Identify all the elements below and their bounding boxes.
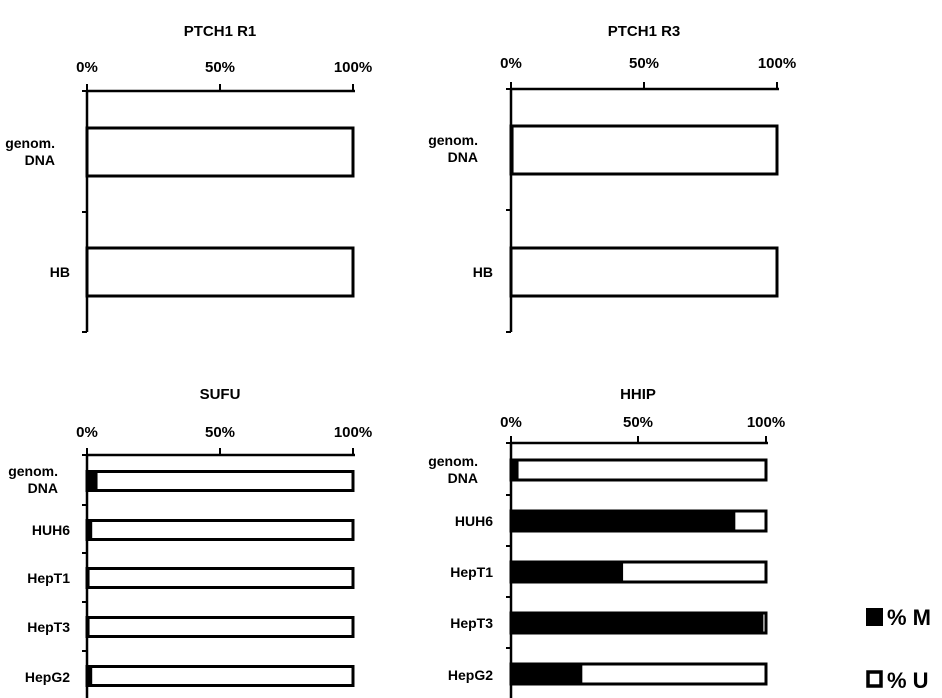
bar-segment-unmethylated [92,520,353,540]
panel-title: PTCH1 R1 [184,23,257,40]
bar-group [509,458,768,686]
x-tick-label: 100% [334,424,372,441]
bar-segment-unmethylated [92,666,353,686]
bar-group [509,124,779,298]
bar-segment-methylated [511,511,736,531]
bar-segment-unmethylated [511,248,777,296]
bar-segment-unmethylated [87,128,353,176]
axis [82,84,355,333]
x-tick-label: 0% [76,59,98,76]
bar-segment-methylated [87,666,93,686]
category-label: HepT3 [450,615,493,631]
bar-segment-methylated [87,471,98,491]
bar-segment-methylated [511,460,519,480]
x-tick-label: 0% [500,414,522,431]
panel-ptch1-r3: PTCH1 R3 0% 50% 100% genom. DNA HB [428,23,796,333]
category-label: HUH6 [32,522,70,538]
bar-segment-unmethylated [735,511,766,531]
bar-segment-unmethylated [89,617,353,637]
category-label: HepT1 [450,564,493,580]
panel-sufu: SUFU 0% 50% 100% genom. DNA HUH6 HepT1 He… [8,386,372,698]
bar-segment-unmethylated [513,126,777,174]
x-tick-label: 100% [747,414,785,431]
category-label: HB [473,264,493,280]
bar-segment-unmethylated [518,460,766,480]
panel-title: PTCH1 R3 [608,23,681,40]
x-tick-label: 0% [500,55,522,72]
bar-segment-methylated [511,613,764,633]
panel-ptch1-r1: PTCH1 R1 0% 50% 100% genom. DNA HB [5,23,372,333]
bar-segment-methylated [511,562,624,582]
category-label: genom. DNA [8,463,58,496]
category-label: HB [50,264,70,280]
panel-title: HHIP [620,386,656,403]
category-label: HepG2 [25,669,70,685]
category-label: HUH6 [455,513,493,529]
x-tick-label: 100% [334,59,372,76]
category-label: HepT1 [27,570,70,586]
category-label: HepT3 [27,619,70,635]
panel-hhip: HHIP 0% 50% 100% genom. DNA HUH6 HepT1 He… [428,386,785,698]
bar-segment-unmethylated [87,248,353,296]
x-tick-label: 50% [205,59,235,76]
legend: % M % U [866,605,931,693]
x-tick-label: 0% [76,424,98,441]
x-tick-label: 50% [623,414,653,431]
legend-swatch-u [866,670,883,688]
legend-label-u: % U [887,668,929,693]
bar-segment-methylated [87,520,93,540]
x-tick-label: 50% [205,424,235,441]
bar-segment-methylated [511,664,583,684]
bar-segment-unmethylated [89,568,353,588]
category-label: HepG2 [448,667,493,683]
bar-segment-unmethylated [623,562,766,582]
category-label: genom. DNA [5,135,55,168]
bar-segment-unmethylated [582,664,766,684]
category-label: genom. DNA [428,453,478,486]
category-label: genom. DNA [428,132,478,165]
x-tick-label: 50% [629,55,659,72]
x-tick-label: 100% [758,55,796,72]
panel-title: SUFU [200,386,241,403]
axis [506,436,768,698]
legend-label-m: % M [887,605,931,630]
legend-swatch-m [866,608,883,626]
bar-group [85,470,355,687]
axis [506,82,779,333]
bar-segment-unmethylated [97,471,353,491]
bar-group [85,126,355,298]
axis [82,448,355,698]
